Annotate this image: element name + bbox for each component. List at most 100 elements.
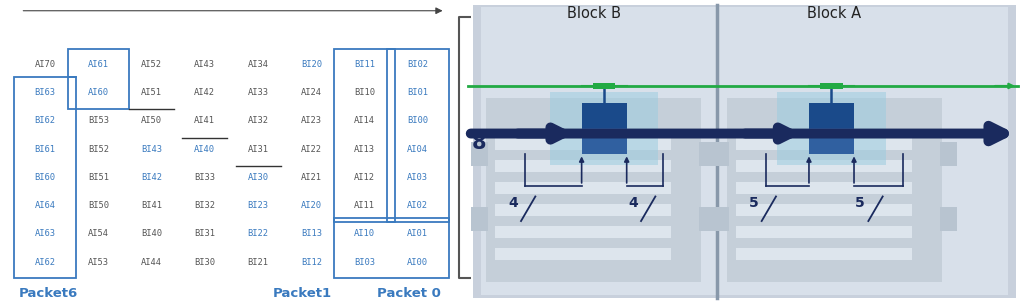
Text: AI44: AI44 (141, 258, 162, 267)
Text: BI50: BI50 (88, 201, 109, 210)
Text: BI63: BI63 (35, 88, 55, 97)
Bar (712, 207, 729, 231)
Text: AI40: AI40 (195, 145, 215, 154)
Bar (495, 204, 672, 216)
Text: AI12: AI12 (354, 173, 375, 182)
Text: BI11: BI11 (354, 60, 375, 69)
Bar (735, 248, 912, 260)
Bar (735, 160, 912, 172)
Bar (334, 218, 449, 278)
Text: AI60: AI60 (88, 88, 109, 97)
Text: AI63: AI63 (35, 229, 55, 239)
Text: BI01: BI01 (408, 88, 428, 97)
Text: Block A: Block A (808, 6, 861, 21)
Text: AI04: AI04 (408, 145, 428, 154)
Text: AI54: AI54 (88, 229, 109, 239)
Text: BI20: BI20 (301, 60, 322, 69)
Text: BI02: BI02 (408, 60, 428, 69)
Text: BI10: BI10 (354, 88, 375, 97)
Text: BI32: BI32 (195, 201, 215, 210)
Bar (582, 103, 627, 128)
Bar (593, 83, 615, 89)
Text: Packet6: Packet6 (18, 287, 78, 300)
Bar (473, 5, 1016, 298)
Bar (699, 207, 717, 231)
Bar (495, 182, 672, 194)
Bar (735, 204, 912, 216)
Text: AI13: AI13 (354, 145, 375, 154)
Text: AI01: AI01 (408, 229, 428, 239)
Text: AI31: AI31 (248, 145, 268, 154)
Text: BI41: BI41 (141, 201, 162, 210)
Text: AI52: AI52 (141, 60, 162, 69)
Text: AI20: AI20 (301, 201, 322, 210)
Bar (582, 128, 627, 154)
Bar (712, 142, 729, 166)
Bar (550, 92, 658, 165)
Bar (471, 207, 488, 231)
Bar (334, 49, 395, 222)
Text: BI22: BI22 (248, 229, 268, 239)
Text: Packet 0: Packet 0 (377, 287, 440, 300)
Text: BI62: BI62 (35, 116, 55, 126)
Text: BI52: BI52 (88, 145, 109, 154)
Bar (777, 92, 886, 165)
Text: AI23: AI23 (301, 116, 322, 126)
Text: BI53: BI53 (88, 116, 109, 126)
Bar (820, 83, 843, 89)
Bar (495, 248, 672, 260)
Text: BI21: BI21 (248, 258, 268, 267)
Text: AI62: AI62 (35, 258, 55, 267)
Text: AI34: AI34 (248, 60, 268, 69)
Text: 4: 4 (508, 196, 518, 210)
Bar (699, 142, 717, 166)
Bar (727, 98, 942, 282)
Bar (940, 142, 957, 166)
Text: BI33: BI33 (195, 173, 215, 182)
Text: BI31: BI31 (195, 229, 215, 239)
Text: AI70: AI70 (35, 60, 55, 69)
Text: BI13: BI13 (301, 229, 322, 239)
Bar (735, 182, 912, 194)
Text: BI00: BI00 (408, 116, 428, 126)
Text: BI42: BI42 (141, 173, 162, 182)
Text: AI43: AI43 (195, 60, 215, 69)
Text: Packet1: Packet1 (272, 287, 332, 300)
Text: 5: 5 (749, 196, 759, 210)
Bar (387, 49, 449, 222)
Text: AI64: AI64 (35, 201, 55, 210)
Text: AI51: AI51 (141, 88, 162, 97)
Text: AI24: AI24 (301, 88, 322, 97)
Text: 8: 8 (472, 133, 486, 153)
Bar (495, 138, 672, 150)
Bar (809, 128, 854, 154)
Text: AI22: AI22 (301, 145, 322, 154)
Text: BI12: BI12 (301, 258, 322, 267)
Bar (68, 49, 129, 109)
Text: AI10: AI10 (354, 229, 375, 239)
Text: AI33: AI33 (248, 88, 268, 97)
Text: AI02: AI02 (408, 201, 428, 210)
Text: AI42: AI42 (195, 88, 215, 97)
Text: BI23: BI23 (248, 201, 268, 210)
Text: BI43: BI43 (141, 145, 162, 154)
Text: AI00: AI00 (408, 258, 428, 267)
Text: AI03: AI03 (408, 173, 428, 182)
Text: BI03: BI03 (354, 258, 375, 267)
Text: AI30: AI30 (248, 173, 268, 182)
Text: AI61: AI61 (88, 60, 109, 69)
Text: BI51: BI51 (88, 173, 109, 182)
Bar (735, 138, 912, 150)
Text: AI32: AI32 (248, 116, 268, 126)
Text: AI41: AI41 (195, 116, 215, 126)
Text: BI40: BI40 (141, 229, 162, 239)
Text: AI50: AI50 (141, 116, 162, 126)
Bar (486, 98, 701, 282)
Bar (495, 226, 672, 238)
Text: AI11: AI11 (354, 201, 375, 210)
Text: Block B: Block B (567, 6, 621, 21)
Bar (481, 7, 1008, 295)
Bar (735, 226, 912, 238)
Text: 5: 5 (855, 196, 865, 210)
Text: BI30: BI30 (195, 258, 215, 267)
